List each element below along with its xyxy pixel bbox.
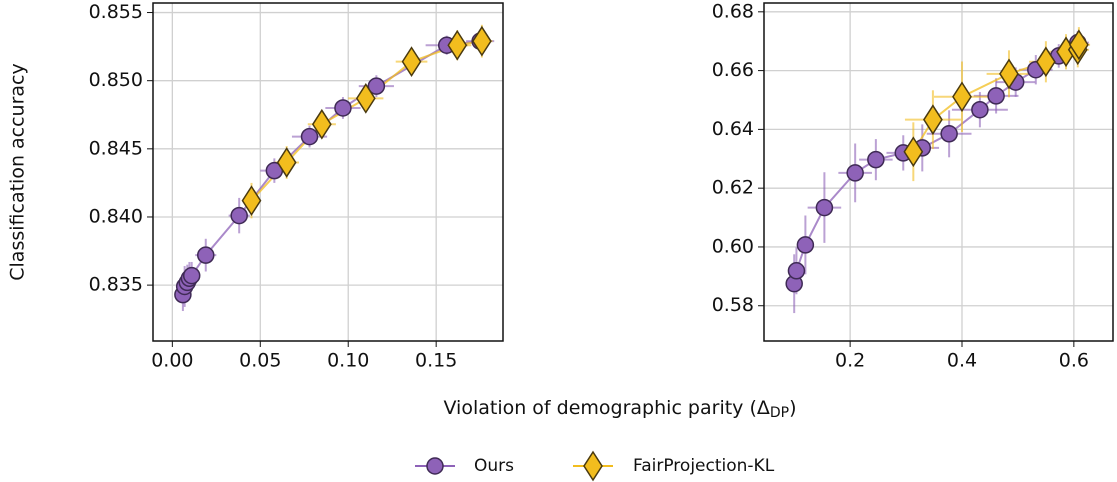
marker <box>447 29 468 61</box>
y-tick-label: 0.840 <box>89 205 143 227</box>
marker <box>952 81 972 113</box>
marker <box>987 87 1005 105</box>
marker <box>300 127 319 146</box>
y-tick-label: 0.68 <box>712 0 754 22</box>
y-tick-label: 0.855 <box>89 1 143 23</box>
marker <box>367 77 386 95</box>
marker <box>311 108 332 140</box>
x-tick-label: 0.05 <box>239 350 281 372</box>
y-tick-label: 0.850 <box>89 69 143 91</box>
marker <box>355 83 376 114</box>
marker <box>923 104 943 136</box>
legend-marker <box>583 450 603 482</box>
marker <box>787 262 806 280</box>
x-label-subscript: DP <box>770 405 789 421</box>
x-tick-label: 0.15 <box>415 350 457 372</box>
plot-frame <box>763 2 1114 342</box>
plot-area <box>177 24 495 312</box>
marker <box>815 198 834 217</box>
x-tick-label: 0.4 <box>947 350 977 372</box>
legend-marker <box>426 457 444 475</box>
marker <box>999 58 1019 90</box>
y-tick-label: 0.64 <box>712 118 754 140</box>
marker <box>846 164 864 182</box>
x-label-text: Violation of demographic parity (Δ <box>443 397 769 419</box>
y-tick-label: 0.62 <box>712 177 754 199</box>
marker <box>334 99 352 117</box>
marker <box>903 136 924 168</box>
markers <box>174 25 492 304</box>
markers <box>785 29 1089 293</box>
y-tick-label: 0.58 <box>712 294 754 316</box>
y-tick-label: 0.835 <box>89 274 143 296</box>
marker <box>1068 29 1089 61</box>
plot-frame <box>152 2 504 342</box>
marker <box>276 147 297 178</box>
x-tick-label: 0.6 <box>1059 350 1089 372</box>
x-tick-label: 0.2 <box>835 350 865 372</box>
x-label-tail: ) <box>789 397 796 419</box>
marker <box>971 100 989 119</box>
x-tick-label: 0.10 <box>327 350 369 372</box>
marker <box>230 206 248 225</box>
marker <box>241 185 262 217</box>
marker <box>1035 46 1056 78</box>
legend: Ours FairProjection-KL <box>415 450 775 482</box>
marker <box>867 150 885 169</box>
x-axis-label: Violation of demographic parity (ΔDP) <box>443 397 796 422</box>
marker <box>197 246 215 264</box>
legend-label: FairProjection-KL <box>633 456 775 476</box>
marker <box>182 266 201 285</box>
marker <box>472 25 492 57</box>
marker <box>796 236 815 254</box>
legend-label: Ours <box>474 456 514 476</box>
y-tick-label: 0.845 <box>89 137 143 159</box>
y-axis-label: Classification accuracy <box>7 63 29 280</box>
y-tick-label: 0.60 <box>712 235 754 257</box>
marker <box>401 46 422 77</box>
y-tick-label: 0.66 <box>712 59 754 81</box>
marker <box>940 125 958 143</box>
x-tick-label: 0.00 <box>151 350 193 372</box>
